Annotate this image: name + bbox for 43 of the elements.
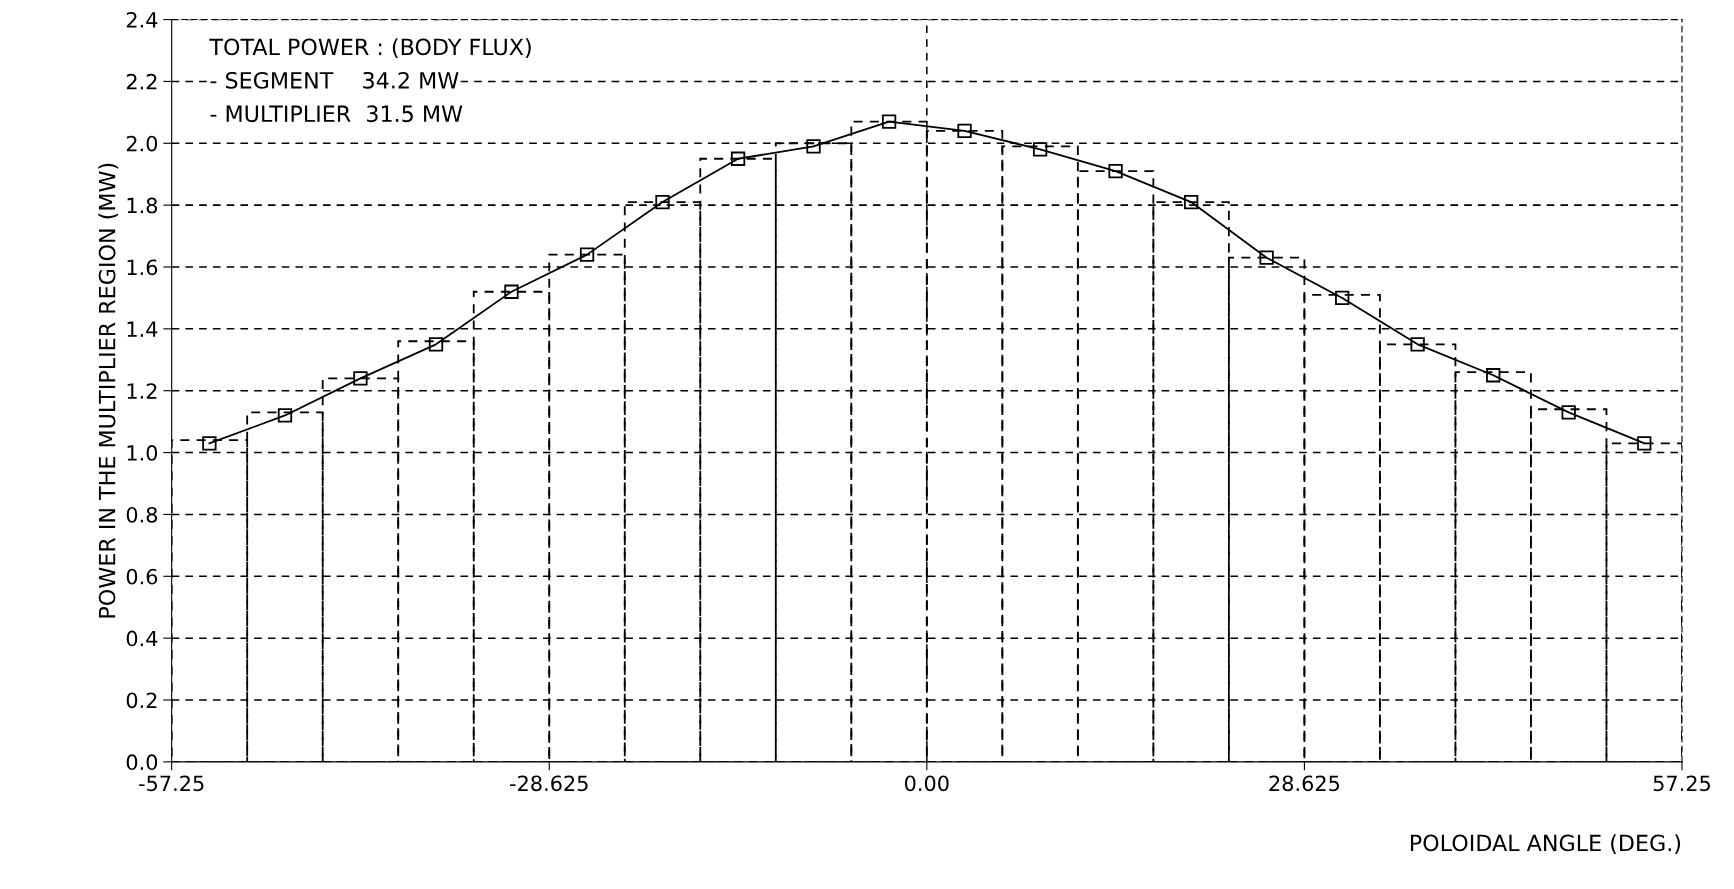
point (202, 436, 217, 451)
point (579, 247, 595, 262)
annotation: TOTAL POWER : (BODY FLUX) (209, 38, 531, 58)
x-tick-label: -57.25 (139, 775, 204, 792)
point (277, 408, 293, 423)
y-tick-label: 2.2 (126, 73, 157, 90)
y-tick-label: 0.4 (126, 630, 158, 647)
x-tick-label: 0.00 (905, 775, 949, 792)
y-tick-label: 2.4 (126, 12, 158, 28)
point (655, 194, 670, 210)
point (1561, 405, 1576, 420)
y-tick-label: 1.8 (127, 197, 158, 214)
y-tick-label: 1.6 (127, 259, 158, 276)
point (1410, 337, 1425, 352)
y-tick-label: 0.8 (126, 506, 158, 523)
point (881, 114, 897, 129)
x-tick-label: 28.625 (1269, 775, 1340, 792)
y-tick-label: 1.2 (127, 383, 157, 399)
point (730, 151, 746, 166)
point (1259, 250, 1274, 265)
x-tick-label: -28.625 (510, 775, 588, 792)
point (1637, 436, 1652, 451)
point (428, 337, 444, 352)
y-tick-label: 0.6 (126, 568, 158, 585)
point (957, 123, 972, 139)
point (504, 284, 519, 299)
annotation: - MULTIPLIER 31.5 MW (210, 105, 463, 123)
y-tick-label: 0.2 (126, 692, 157, 709)
y-tick-label: 2.0 (126, 135, 158, 152)
annotation: - SEGMENT 34.2 MW (210, 71, 459, 89)
point (1108, 163, 1123, 179)
y-axis-title: POWER IN THE MULTIPLIER REGION (MW) (98, 163, 119, 618)
point (1335, 290, 1350, 306)
y-tick-label: 1.0 (127, 445, 158, 461)
x-tick-label: 57.25 (1653, 775, 1710, 792)
point (353, 371, 368, 386)
y-tick-label: 1.4 (127, 321, 158, 337)
point (806, 139, 821, 154)
point (1486, 368, 1501, 383)
point (1184, 194, 1199, 210)
y-tick-label: 0.0 (126, 754, 158, 771)
point (1032, 142, 1048, 157)
x-axis-title: POLOIDAL ANGLE (DEG.) (1410, 834, 1681, 854)
